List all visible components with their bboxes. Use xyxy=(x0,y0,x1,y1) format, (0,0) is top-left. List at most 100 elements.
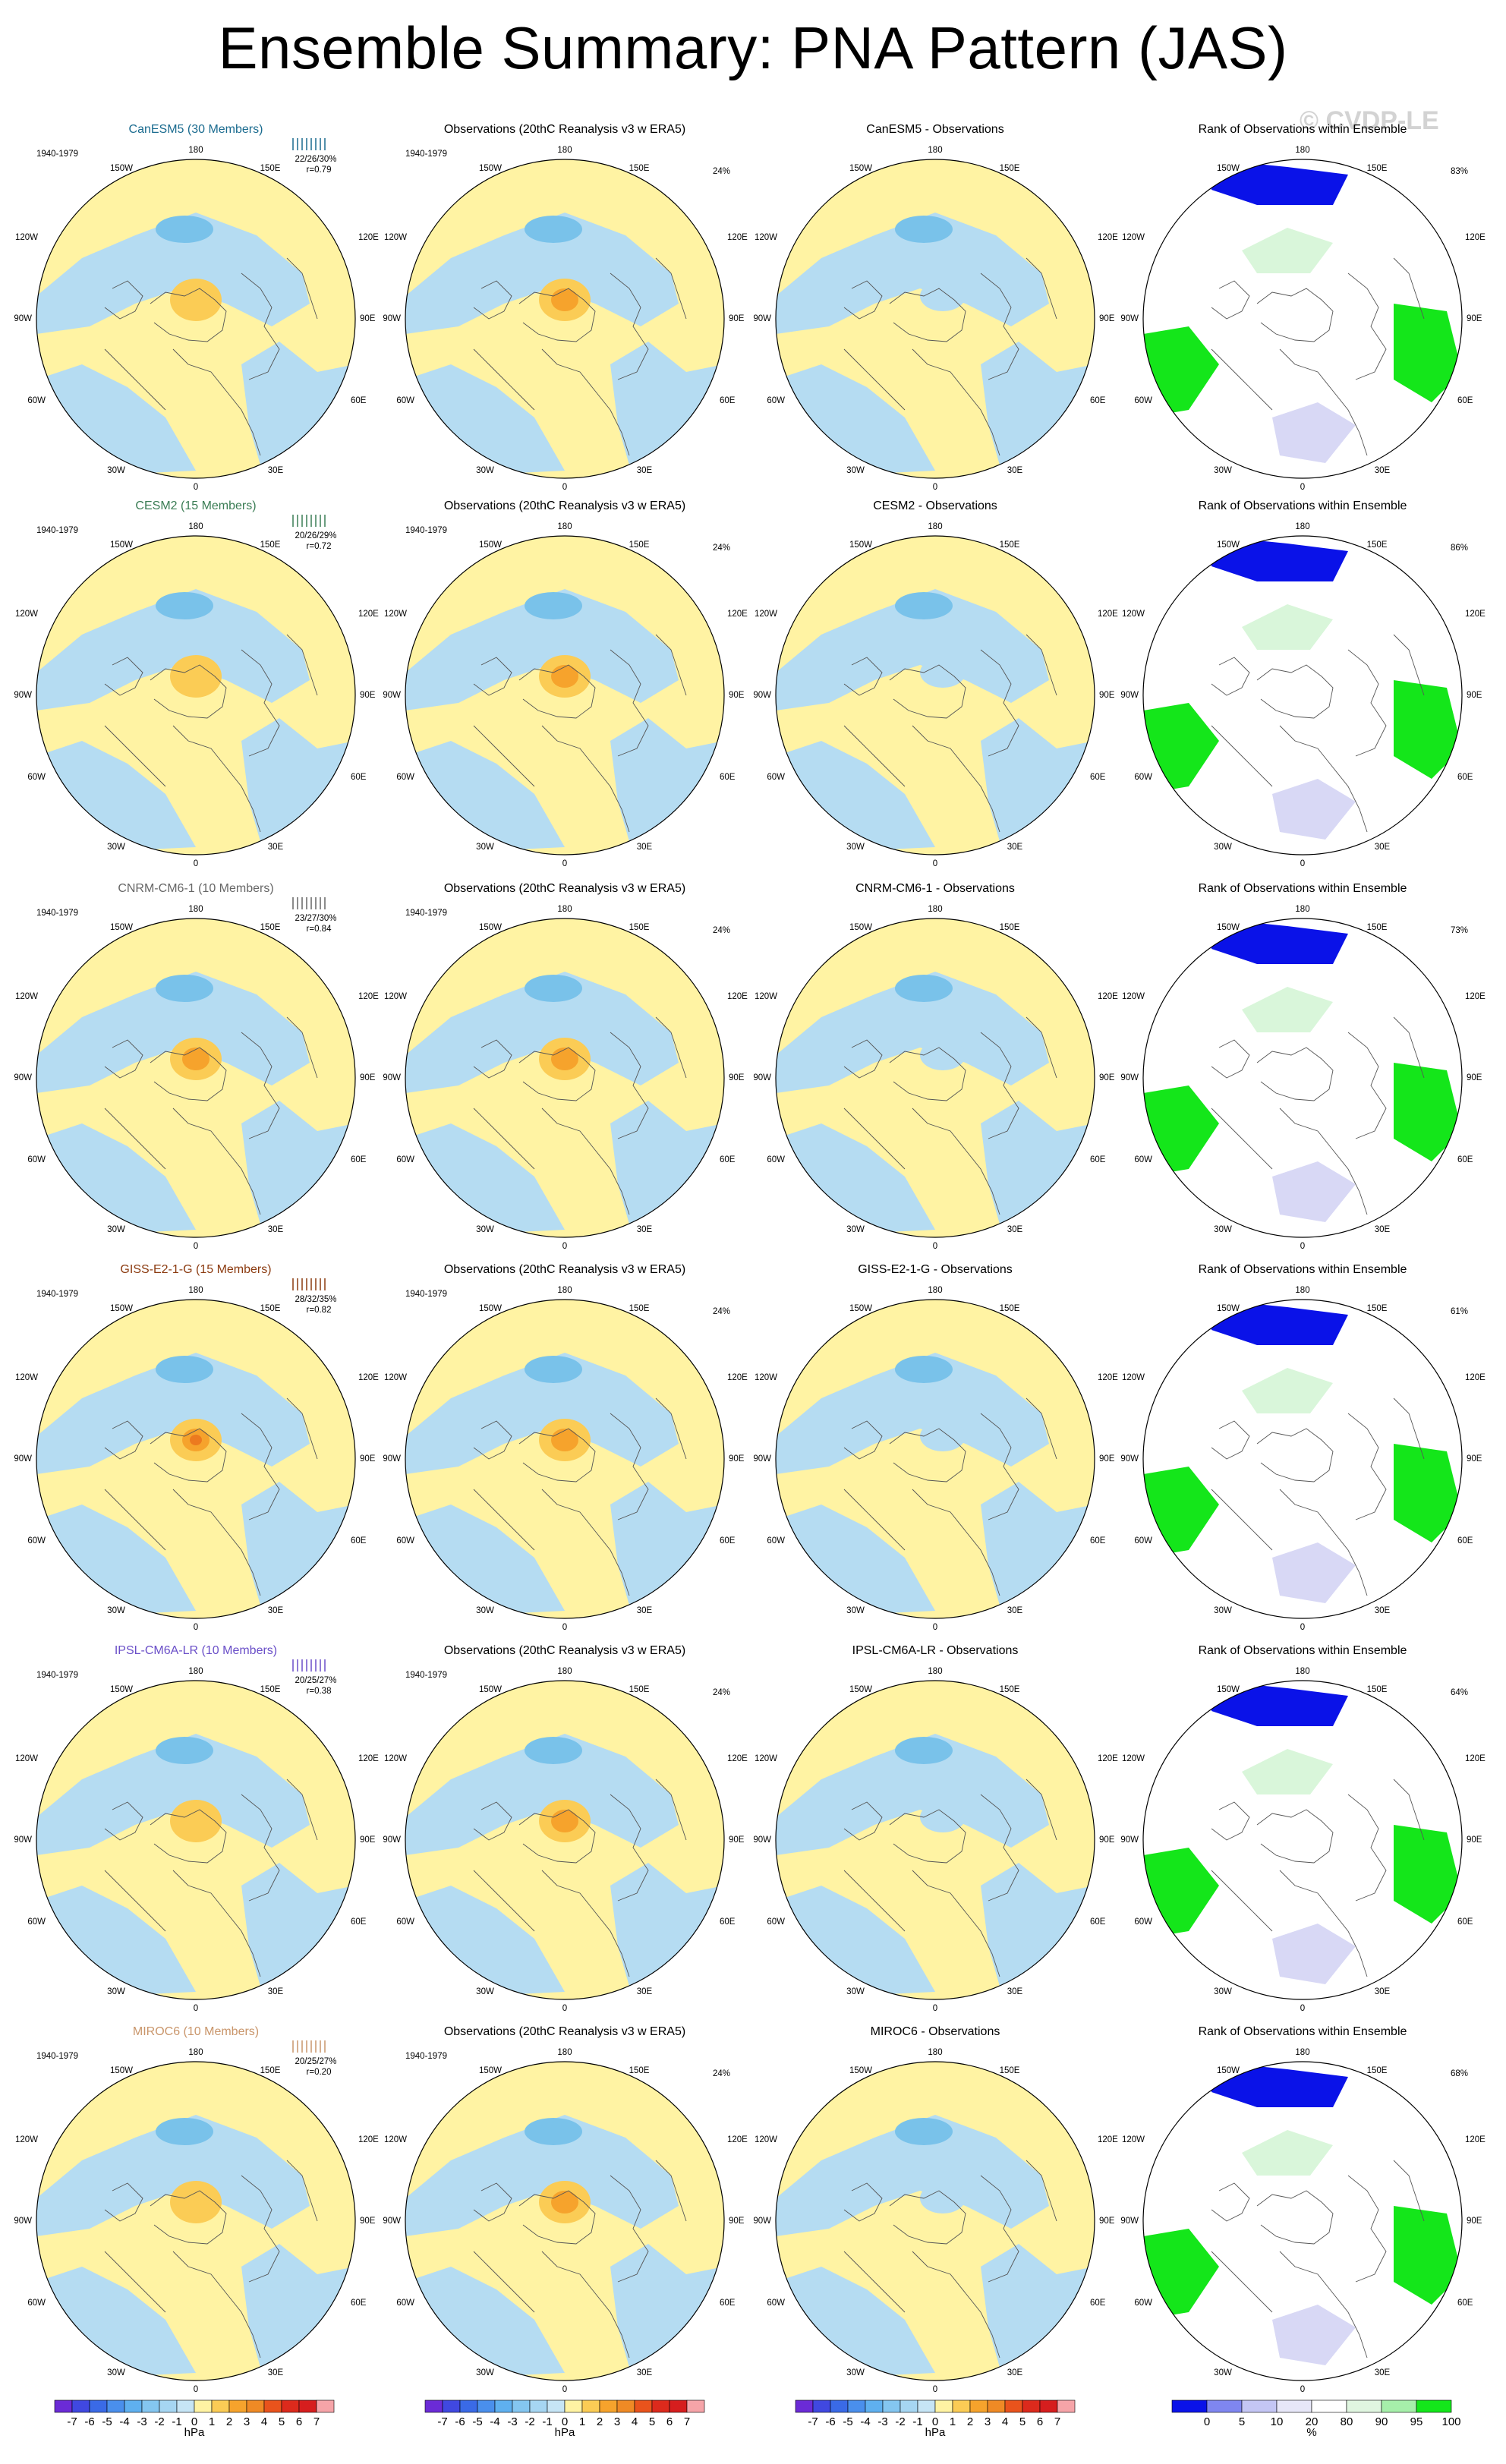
lon-label-tr: 150E xyxy=(629,540,650,550)
lon-label-ul: 120W xyxy=(383,1373,407,1382)
lon-label-tl: 150W xyxy=(1216,1304,1240,1313)
model-map xyxy=(36,918,355,1237)
lon-label-bottom: 0 xyxy=(193,2004,199,2013)
lon-label-bottom: 0 xyxy=(562,859,568,868)
colorbar-tick: 2 xyxy=(225,2415,233,2428)
colorbar-tick: -7 xyxy=(67,2415,77,2428)
colorbar-tick: 6 xyxy=(1036,2415,1044,2428)
lon-label-bottom: 0 xyxy=(193,1623,199,1632)
lon-label-ll: 60W xyxy=(767,1917,785,1927)
lon-label-top: 180 xyxy=(928,146,943,155)
lon-label-tr: 150E xyxy=(260,2066,281,2075)
lon-label-ul: 120W xyxy=(14,1373,38,1382)
map-boundary xyxy=(36,535,356,855)
period-label: 1940-1979 xyxy=(405,1290,447,1299)
model-map xyxy=(36,1300,355,1618)
lon-label-top: 180 xyxy=(188,1286,203,1295)
lon-label-ll: 60W xyxy=(767,773,785,782)
obs-map xyxy=(405,1681,724,1999)
lon-label-l: 90W xyxy=(383,1454,401,1464)
lon-label-tl: 150W xyxy=(478,923,503,932)
map-boundary xyxy=(36,159,356,479)
colorbar-swatch xyxy=(228,2399,247,2413)
lon-label-top: 180 xyxy=(1295,146,1310,155)
lon-label-bottom: 0 xyxy=(562,2385,568,2394)
panel-title-obs: Observations (20thC Reanalysis v3 w ERA5… xyxy=(443,2025,686,2038)
lon-label-r: 90E xyxy=(1099,1835,1115,1845)
lon-label-l: 90W xyxy=(383,691,401,700)
colorbar-swatch xyxy=(634,2399,653,2413)
colorbar-swatch xyxy=(281,2399,300,2413)
lon-label-l: 90W xyxy=(1120,691,1139,700)
colorbar-tick: -2 xyxy=(525,2415,535,2428)
lon-label-bl: 30W xyxy=(476,1606,494,1615)
panel-title-diff: CNRM-CM6-1 - Observations xyxy=(855,882,1015,895)
lon-label-ur: 120E xyxy=(1098,2135,1118,2144)
lon-label-tl: 150W xyxy=(1216,164,1240,173)
lon-label-tr: 150E xyxy=(260,1304,281,1313)
lon-label-r: 90E xyxy=(360,691,376,700)
lon-label-ul: 120W xyxy=(383,992,407,1001)
colorbar-swatch xyxy=(599,2399,618,2413)
colorbar-tick: 7 xyxy=(1054,2415,1061,2428)
rank-pct: 64% xyxy=(1450,1688,1468,1697)
lon-label-ll: 60W xyxy=(27,1155,46,1164)
lon-label-ul: 120W xyxy=(754,233,777,242)
lon-label-lr: 60E xyxy=(351,2299,367,2308)
lon-label-ul: 120W xyxy=(1121,1373,1145,1382)
lon-label-ll: 60W xyxy=(767,396,785,405)
rank-pct: 83% xyxy=(1450,167,1468,176)
lon-label-ur: 120E xyxy=(1098,1754,1118,1763)
map-boundary xyxy=(775,1299,1095,1619)
lon-label-br: 30E xyxy=(636,466,653,475)
map-boundary xyxy=(1142,1299,1463,1619)
lon-label-ll: 60W xyxy=(1134,396,1152,405)
map-boundary xyxy=(36,1680,356,2000)
lon-label-tl: 150W xyxy=(849,1685,873,1694)
lon-label-bl: 30W xyxy=(476,2368,494,2377)
obs-variance-pct: 24% xyxy=(712,167,730,176)
rank-map xyxy=(1143,159,1462,478)
colorbar-unit: % xyxy=(1306,2426,1317,2439)
map-boundary xyxy=(405,1299,725,1619)
lon-label-tr: 150E xyxy=(999,1304,1020,1313)
lon-label-lr: 60E xyxy=(1457,1917,1473,1927)
lon-label-ul: 120W xyxy=(754,992,777,1001)
lon-label-tr: 150E xyxy=(999,2066,1020,2075)
lon-label-bl: 30W xyxy=(476,1225,494,1234)
lon-label-br: 30E xyxy=(636,1606,653,1615)
colorbar-tick: 0 xyxy=(561,2415,569,2428)
colorbar-unit: hPa xyxy=(554,2426,575,2439)
lon-label-lr: 60E xyxy=(720,2299,736,2308)
lon-label-tl: 150W xyxy=(849,1304,873,1313)
lon-label-ll: 60W xyxy=(396,1917,414,1927)
lon-label-tr: 150E xyxy=(629,1685,650,1694)
lon-label-tl: 150W xyxy=(109,540,134,550)
colorbar-tick: 7 xyxy=(313,2415,320,2428)
lon-label-r: 90E xyxy=(729,314,745,323)
period-label: 1940-1979 xyxy=(405,1671,447,1680)
colorbar-swatch xyxy=(900,2399,918,2413)
colorbar-swatch xyxy=(917,2399,936,2413)
lon-label-bl: 30W xyxy=(1214,1225,1232,1234)
colorbar-swatch xyxy=(477,2399,496,2413)
colorbar-tick: 5 xyxy=(1238,2415,1246,2428)
colorbar-tick: -6 xyxy=(825,2415,836,2428)
lon-label-ll: 60W xyxy=(767,2299,785,2308)
model-stats-r: r=0.72 xyxy=(306,542,332,551)
lon-label-r: 90E xyxy=(1099,1454,1115,1464)
colorbar-rank xyxy=(1171,2399,1452,2413)
colorbar-swatch xyxy=(54,2399,73,2413)
panel-title-rank: Rank of Observations within Ensemble xyxy=(1198,499,1407,512)
lon-label-r: 90E xyxy=(1467,1835,1482,1845)
lon-label-top: 180 xyxy=(188,522,203,531)
lon-label-tr: 150E xyxy=(999,164,1020,173)
lon-label-tr: 150E xyxy=(260,164,281,173)
lon-label-tr: 150E xyxy=(1366,540,1388,550)
lon-label-bottom: 0 xyxy=(1300,2385,1306,2394)
lon-label-ll: 60W xyxy=(1134,1155,1152,1164)
lon-label-top: 180 xyxy=(928,522,943,531)
colorbar-tick: 2 xyxy=(966,2415,974,2428)
lon-label-ur: 120E xyxy=(727,1373,748,1382)
